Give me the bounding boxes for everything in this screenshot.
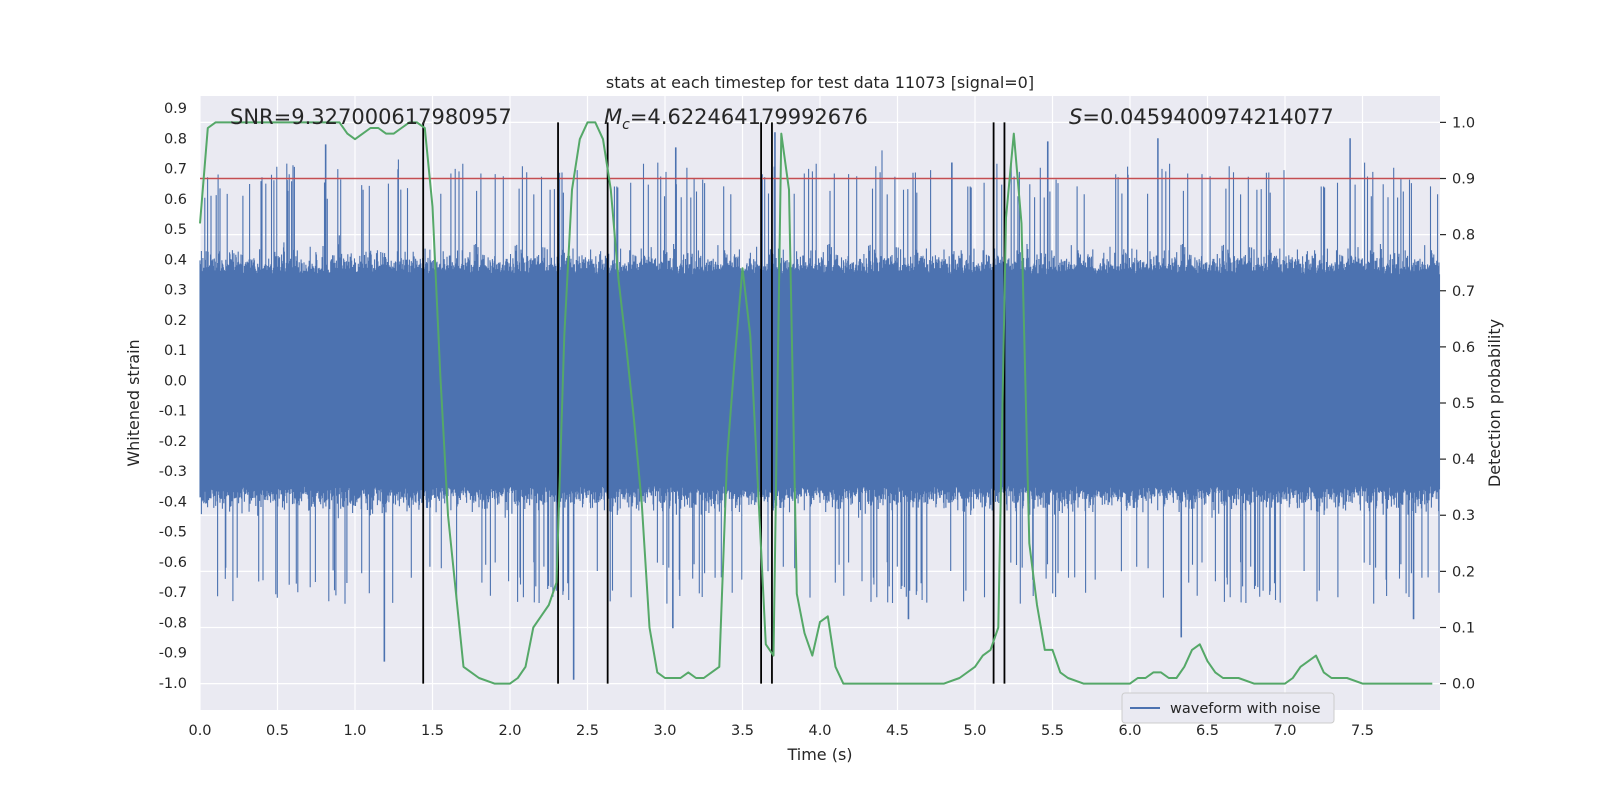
y-tick-label: -0.8 — [159, 615, 187, 631]
x-tick-label: 6.0 — [1118, 723, 1141, 739]
mc-subscript: c — [622, 117, 630, 133]
y-axis-label: Whitened strain — [124, 339, 143, 466]
y-tick-label: 0.0 — [164, 373, 187, 389]
vertical-lines — [422, 122, 1006, 684]
y-tick-label: 0.6 — [164, 192, 187, 208]
x-tick-label: 5.0 — [963, 723, 986, 739]
mc-value: =4.622464179992676 — [630, 105, 868, 129]
x-tick-label: 3.5 — [731, 723, 754, 739]
x-tick-label: 0.0 — [188, 723, 211, 739]
legend-label: waveform with noise — [1170, 701, 1321, 717]
x-tick-label: 4.5 — [886, 723, 909, 739]
chart-title: stats at each timestep for test data 110… — [606, 73, 1034, 92]
y-tick-label: -0.1 — [159, 404, 187, 420]
x-tick-label: 7.0 — [1273, 723, 1296, 739]
waveform-with-noise-series — [199, 132, 1441, 680]
y2-axis-ticks: 0.0 0.1 0.2 0.3 0.4 0.5 0.6 0.7 0.8 0.9 1.0 — [1440, 115, 1475, 693]
y2-tick-label: 0.2 — [1452, 564, 1475, 580]
y-tick-label: 0.4 — [164, 252, 187, 268]
y-tick-label: -1.0 — [159, 676, 187, 692]
y2-axis-label: Detection probability — [1485, 319, 1504, 487]
legend: waveform with noise — [1121, 692, 1335, 724]
y-tick-label: 0.9 — [164, 101, 187, 117]
x-axis-label: Time (s) — [786, 745, 852, 764]
y2-tick-label: 0.0 — [1452, 677, 1475, 693]
y2-tick-label: 0.6 — [1452, 340, 1475, 356]
y2-tick-label: 0.1 — [1452, 620, 1475, 636]
y2-tick-label: 0.5 — [1452, 396, 1475, 412]
y-tick-label: -0.3 — [159, 464, 187, 480]
s-value: =0.0459400974214077 — [1082, 105, 1333, 129]
y2-tick-label: 0.7 — [1452, 284, 1475, 300]
mc-symbol: M — [604, 105, 622, 129]
y-axis-ticks: -1.0 -0.9 -0.8 -0.7 -0.6 -0.5 -0.4 -0.3 -0.2 -0.1… — [159, 101, 187, 692]
x-tick-label: 1.5 — [421, 723, 444, 739]
x-tick-label: 4.0 — [808, 723, 831, 739]
y2-tick-label: 0.8 — [1452, 228, 1475, 244]
y-tick-label: 0.5 — [164, 222, 187, 238]
x-axis-ticks: 0.0 0.5 1.0 1.5 2.0 2.5 3.0 3.5 4.0 4.5 5.0 5.5 6.0 6… — [188, 723, 1374, 739]
y-tick-label: -0.4 — [159, 494, 187, 510]
waveform-trace — [199, 132, 1441, 680]
snr-annotation: SNR=9.327000617980957 — [230, 105, 512, 129]
y-tick-label: -0.9 — [159, 646, 187, 662]
x-tick-label: 6.5 — [1196, 723, 1219, 739]
y-tick-label: 0.2 — [164, 313, 187, 329]
x-tick-label: 5.5 — [1041, 723, 1064, 739]
x-tick-label: 1.0 — [343, 723, 366, 739]
legend-box — [1121, 692, 1335, 724]
y-tick-label: 0.7 — [164, 162, 187, 178]
x-tick-label: 2.0 — [498, 723, 521, 739]
y2-tick-label: 0.4 — [1452, 452, 1475, 468]
y2-tick-label: 0.9 — [1452, 172, 1475, 188]
x-tick-label: 0.5 — [266, 723, 289, 739]
x-tick-label: 3.0 — [653, 723, 676, 739]
mc-annotation: Mc=4.622464179992676 — [604, 105, 868, 133]
y-tick-label: -0.7 — [159, 585, 187, 601]
s-annotation: S=0.0459400974214077 — [1069, 105, 1334, 129]
y2-tick-label: 1.0 — [1452, 115, 1475, 131]
detection-probability-series — [199, 121, 1433, 685]
y-tick-label: -0.5 — [159, 525, 187, 541]
y-tick-label: -0.2 — [159, 434, 187, 450]
y2-tick-label: 0.3 — [1452, 508, 1475, 524]
x-tick-label: 7.5 — [1351, 723, 1374, 739]
y-tick-label: 0.3 — [164, 283, 187, 299]
y-tick-label: 0.1 — [164, 343, 187, 359]
detection-probability-line — [199, 121, 1433, 685]
s-symbol: S — [1069, 105, 1082, 129]
x-tick-label: 2.5 — [576, 723, 599, 739]
y-tick-label: 0.8 — [164, 131, 187, 147]
y-tick-label: -0.6 — [159, 555, 187, 571]
